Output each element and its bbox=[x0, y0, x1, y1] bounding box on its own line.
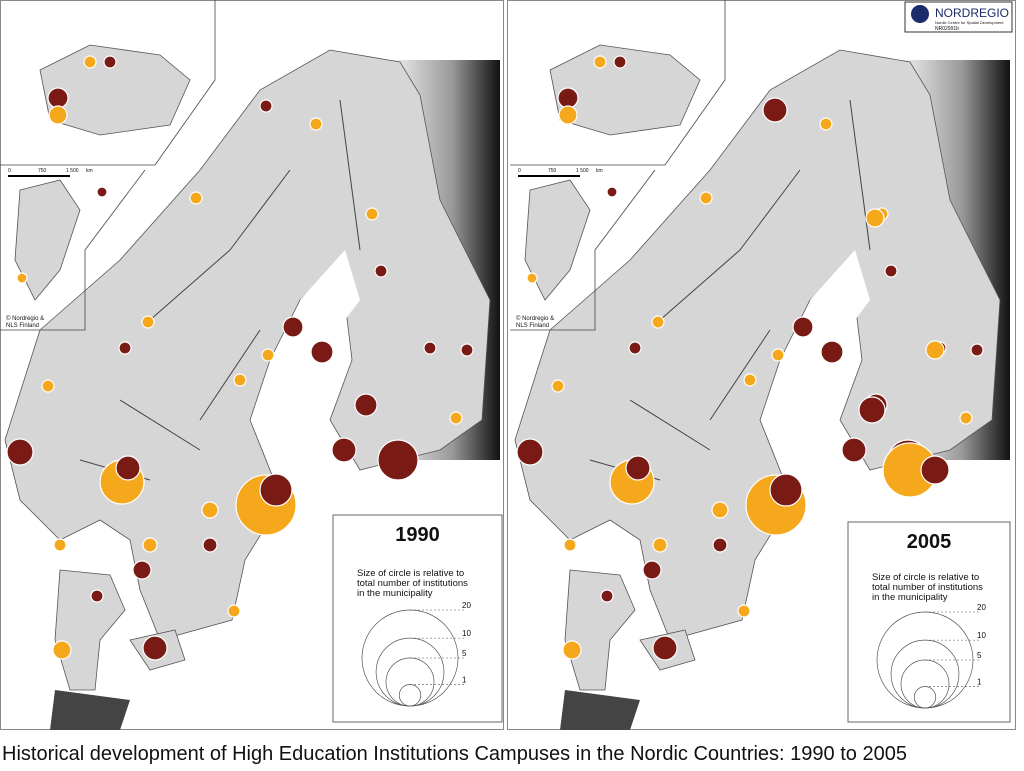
scale-label: 1 500 bbox=[66, 168, 79, 174]
credit: © Nordregio & bbox=[516, 315, 554, 322]
logo-subtitle: Nordic Centre for Spatial Development bbox=[935, 20, 1004, 25]
credit: NLS Finland bbox=[516, 323, 549, 329]
legend-box bbox=[847, 521, 1011, 723]
legend-year: 2005 bbox=[907, 531, 952, 553]
logo-code: NR02991b bbox=[935, 26, 959, 32]
legend-value: 1 bbox=[462, 676, 467, 685]
legend-value: 10 bbox=[977, 631, 986, 640]
legend-text: Size of circle is relative to bbox=[872, 572, 979, 583]
legend-value: 5 bbox=[977, 651, 982, 660]
scale-label: 1 500 bbox=[576, 168, 589, 174]
scale-label: km bbox=[596, 168, 603, 174]
legend-text: in the municipality bbox=[872, 592, 948, 603]
caption: Historical development of High Education… bbox=[2, 743, 907, 765]
logo-name: NORDREGIO bbox=[935, 6, 1009, 20]
legend-text: total number of institutions bbox=[357, 578, 468, 589]
legend-year: 1990 bbox=[395, 524, 440, 546]
map-symbol bbox=[858, 396, 886, 424]
map-symbol bbox=[925, 340, 945, 360]
map-panel bbox=[507, 0, 1016, 731]
legend-text: in the municipality bbox=[357, 588, 433, 599]
legend-value: 20 bbox=[462, 601, 471, 610]
legend-text: Size of circle is relative to bbox=[357, 568, 464, 579]
map-symbol bbox=[865, 208, 885, 228]
scale-label: 750 bbox=[548, 168, 557, 174]
legend-box bbox=[332, 514, 503, 723]
legend-value: 20 bbox=[977, 603, 986, 612]
credit: NLS Finland bbox=[6, 323, 39, 329]
logo: NORDREGIO Nordic Centre for Spatial Deve… bbox=[904, 1, 1013, 33]
scale-label: 750 bbox=[38, 168, 47, 174]
map-symbol bbox=[920, 455, 950, 485]
legend-value: 10 bbox=[462, 629, 471, 638]
scale-label: 0 bbox=[8, 168, 11, 174]
legend-text: total number of institutions bbox=[872, 582, 983, 593]
legend-value: 1 bbox=[977, 678, 982, 687]
map-symbol bbox=[762, 97, 788, 123]
scale-label: 0 bbox=[518, 168, 521, 174]
scale-label: km bbox=[86, 168, 93, 174]
credit: © Nordregio & bbox=[6, 315, 44, 322]
legend-value: 5 bbox=[462, 649, 467, 658]
